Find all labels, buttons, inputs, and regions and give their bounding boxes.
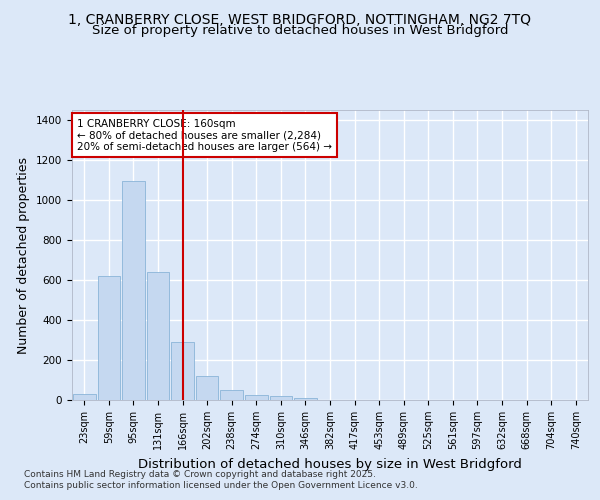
- Text: Contains HM Land Registry data © Crown copyright and database right 2025.: Contains HM Land Registry data © Crown c…: [24, 470, 376, 479]
- Bar: [294, 398, 317, 400]
- Bar: [196, 376, 218, 400]
- Text: 1, CRANBERRY CLOSE, WEST BRIDGFORD, NOTTINGHAM, NG2 7TQ: 1, CRANBERRY CLOSE, WEST BRIDGFORD, NOTT…: [68, 12, 532, 26]
- Bar: [146, 272, 169, 400]
- Bar: [245, 395, 268, 400]
- Bar: [122, 181, 145, 400]
- Text: Contains public sector information licensed under the Open Government Licence v3: Contains public sector information licen…: [24, 481, 418, 490]
- Bar: [220, 390, 243, 400]
- Bar: [73, 394, 95, 400]
- Y-axis label: Number of detached properties: Number of detached properties: [17, 156, 31, 354]
- Text: 1 CRANBERRY CLOSE: 160sqm
← 80% of detached houses are smaller (2,284)
20% of se: 1 CRANBERRY CLOSE: 160sqm ← 80% of detac…: [77, 118, 332, 152]
- Bar: [269, 396, 292, 400]
- Text: Size of property relative to detached houses in West Bridgford: Size of property relative to detached ho…: [92, 24, 508, 37]
- Bar: [171, 342, 194, 400]
- Bar: [98, 276, 120, 400]
- X-axis label: Distribution of detached houses by size in West Bridgford: Distribution of detached houses by size …: [138, 458, 522, 470]
